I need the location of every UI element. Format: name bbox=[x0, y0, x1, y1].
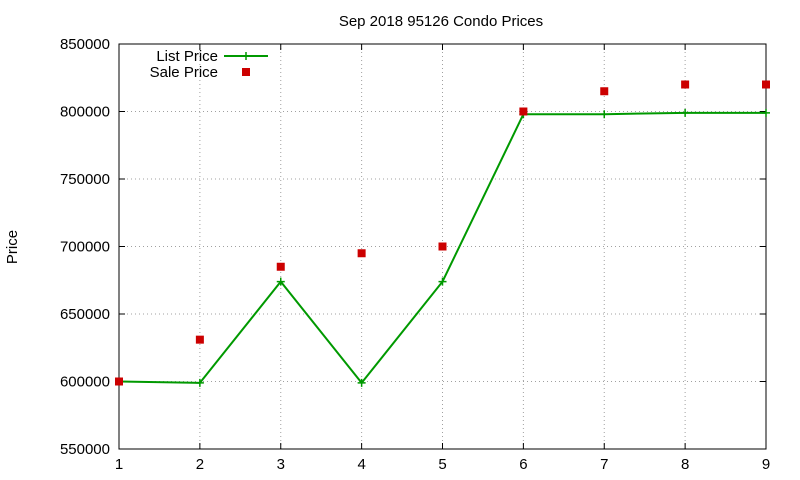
y-axis-label: Price bbox=[4, 230, 21, 264]
sale-price-point bbox=[600, 87, 609, 96]
axis-ticks: 1 2 3 4 5 6 7 8 9 550000 600000 650000 700000 750000 8… bbox=[60, 36, 770, 473]
x-tick-label: 5 bbox=[438, 456, 446, 473]
sale-price-point bbox=[276, 262, 285, 271]
list-price-point bbox=[195, 378, 204, 387]
sale-price-point bbox=[195, 335, 204, 344]
list-price-point bbox=[600, 110, 609, 119]
series-layer bbox=[115, 80, 770, 387]
x-tick-label: 6 bbox=[519, 456, 527, 473]
x-tick-label: 9 bbox=[762, 456, 770, 473]
list-price-point bbox=[762, 108, 770, 117]
legend-plus-swatch bbox=[242, 52, 250, 60]
x-tick-label: 7 bbox=[600, 456, 608, 473]
list-price-point bbox=[681, 108, 690, 117]
x-tick-label: 4 bbox=[357, 456, 365, 473]
x-tick-label: 3 bbox=[277, 456, 285, 473]
x-tick-label: 8 bbox=[681, 456, 689, 473]
list-price-point bbox=[357, 378, 366, 387]
y-tick-label: 650000 bbox=[60, 306, 110, 323]
list-price-point bbox=[276, 277, 285, 286]
y-tick-label: 700000 bbox=[60, 239, 110, 256]
legend-square-swatch bbox=[242, 68, 250, 76]
legend-label: Sale Price bbox=[150, 64, 218, 81]
legend-label: List Price bbox=[156, 48, 218, 65]
sale-price-point bbox=[438, 242, 447, 251]
y-tick-label: 800000 bbox=[60, 104, 110, 121]
sale-price-point bbox=[115, 377, 123, 386]
y-tick-label: 850000 bbox=[60, 36, 110, 53]
sale-price-point bbox=[519, 107, 528, 116]
y-tick-label: 550000 bbox=[60, 441, 110, 458]
plot-frame bbox=[118, 43, 767, 450]
sale-price-point bbox=[357, 249, 366, 258]
y-tick-label: 750000 bbox=[60, 171, 110, 188]
y-tick-label: 600000 bbox=[60, 374, 110, 391]
list-price-point bbox=[438, 277, 447, 286]
sale-price-point bbox=[762, 80, 770, 89]
x-tick-label: 1 bbox=[115, 456, 123, 473]
x-tick-label: 2 bbox=[196, 456, 204, 473]
chart-title: Sep 2018 95126 Condo Prices bbox=[339, 13, 543, 30]
sale-price-point bbox=[681, 80, 690, 89]
